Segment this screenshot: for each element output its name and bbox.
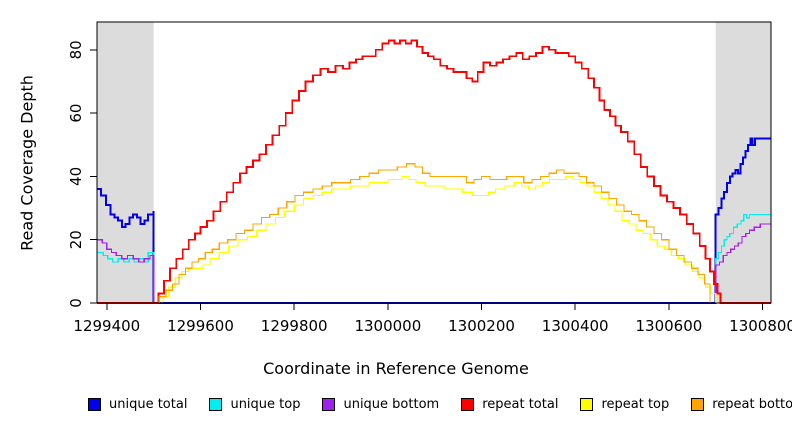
- legend-label-unique-bottom: unique bottom: [343, 397, 440, 412]
- x-axis-title: Coordinate in Reference Genome: [263, 359, 529, 378]
- series-line-unique-total: [97, 137, 771, 304]
- plot-box: [96, 21, 772, 304]
- x-tick-label: 1299400: [73, 317, 140, 335]
- legend-label-unique-total: unique total: [109, 397, 188, 412]
- y-axis-title: Read Coverage Depth: [17, 75, 37, 251]
- series-line-repeat-total: [97, 39, 771, 304]
- y-tick-label: 60: [67, 104, 85, 123]
- legend: unique total unique top unique bottom repea…: [88, 397, 792, 412]
- legend-swatch-repeat-total: [461, 398, 475, 411]
- legend-item-repeat-bottom: repeat bottom: [691, 397, 792, 412]
- legend-item-unique-total: unique total: [88, 397, 187, 412]
- legend-label-unique-top: unique top: [230, 397, 301, 412]
- legend-label-repeat-bottom: repeat bottom: [712, 397, 792, 412]
- x-tick-label: 1300400: [542, 317, 609, 335]
- legend-swatch-unique-total: [88, 398, 101, 411]
- legend-swatch-unique-bottom: [322, 398, 336, 411]
- shaded-region: [97, 22, 154, 303]
- legend-label-repeat-top: repeat top: [601, 397, 670, 412]
- x-tick-label: 1300200: [448, 317, 515, 335]
- y-tick-label: 0: [67, 298, 85, 308]
- series-line-unique-top: [97, 213, 771, 304]
- y-tick-label: 40: [67, 167, 85, 186]
- x-tick-label: 1300000: [354, 317, 421, 335]
- legend-swatch-repeat-bottom: [691, 398, 705, 411]
- series-line-repeat-top: [97, 175, 771, 304]
- x-tick-label: 1300800: [729, 317, 792, 335]
- y-tick-label: 80: [67, 40, 85, 59]
- legend-item-unique-top: unique top: [209, 397, 300, 412]
- x-tick-label: 1299600: [167, 317, 234, 335]
- x-tick-label: 1299800: [261, 317, 328, 335]
- legend-label-repeat-total: repeat total: [482, 397, 559, 412]
- series-line-unique-bottom: [97, 223, 771, 304]
- legend-item-repeat-top: repeat top: [580, 397, 669, 412]
- legend-item-repeat-total: repeat total: [461, 397, 558, 412]
- legend-item-unique-bottom: unique bottom: [322, 397, 439, 412]
- legend-swatch-repeat-top: [580, 398, 594, 411]
- series-line-repeat-bottom: [97, 163, 771, 304]
- coverage-plot: 1299400 1299600 1299800 1300000 1300200 13004…: [67, 21, 792, 335]
- x-tick-label: 1300600: [635, 317, 702, 335]
- legend-swatch-unique-top: [209, 398, 223, 411]
- y-tick-label: 20: [67, 230, 85, 249]
